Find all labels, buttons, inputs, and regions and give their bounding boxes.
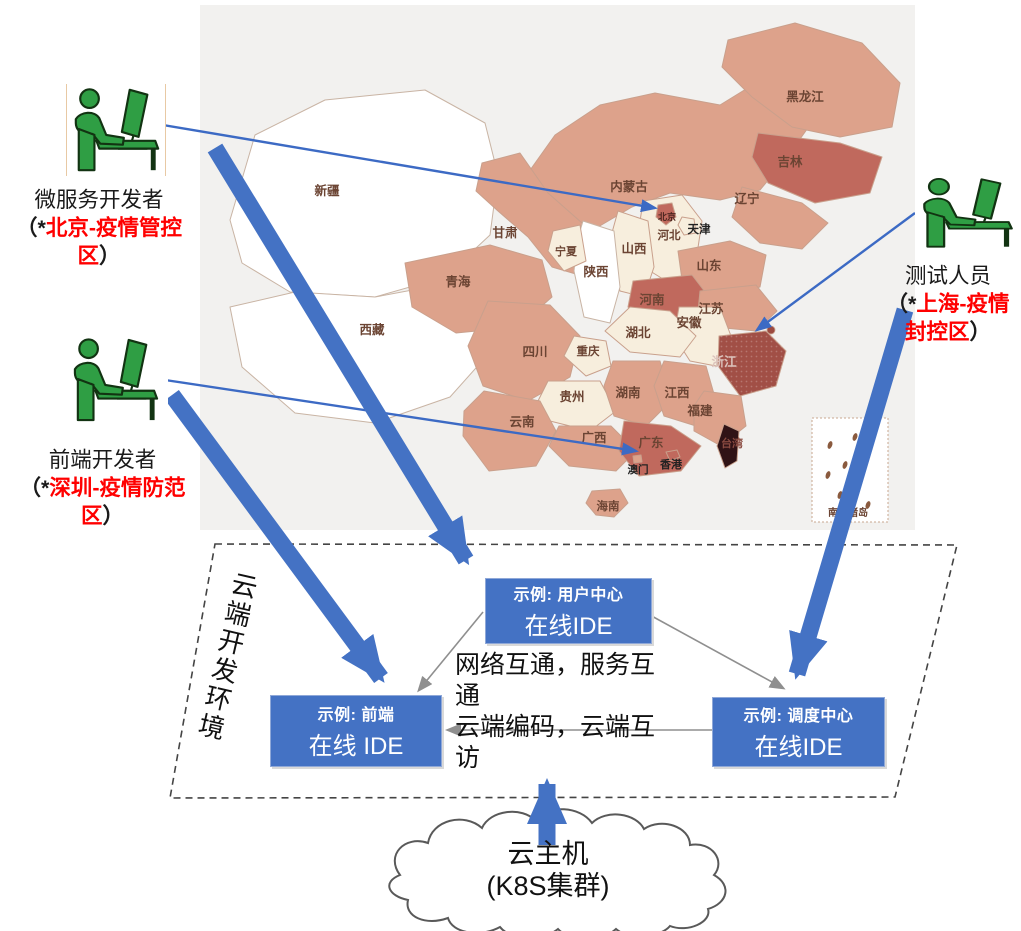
person-lower: [77, 127, 96, 172]
persona-location: 深圳-疫情防范区: [49, 476, 186, 528]
developer-at-computer-icon: [915, 176, 1019, 250]
province-label: 黑龙江: [786, 89, 824, 104]
shanghai-dot: [766, 325, 776, 335]
province-label: 辽宁: [734, 191, 759, 206]
province-shape: [604, 306, 697, 358]
monitor-screen: [972, 178, 1002, 220]
province-shape: [547, 224, 587, 272]
province-shape: [655, 202, 677, 226]
person-torso: [73, 361, 124, 396]
ide-box-subtitle: 在线 IDE: [308, 733, 404, 760]
ide-box-title: 示例: 用户中心: [513, 587, 624, 604]
south-china-sea-inset: [811, 417, 889, 523]
province-label: 西藏: [359, 322, 385, 337]
province-label: 湖南: [615, 385, 641, 400]
persona-role: 测试人员: [904, 264, 991, 288]
province-label: 山西: [621, 241, 646, 256]
persona-location: 上海-疫情封控区: [904, 292, 1010, 344]
person-head: [78, 338, 99, 360]
province-shape: [677, 216, 697, 236]
province-label: 山东: [696, 258, 722, 273]
person-torso: [74, 111, 125, 146]
province-label: 海南: [597, 499, 620, 513]
persona-location: 北京-疫情管控区: [45, 216, 183, 268]
persona-microservice-developer: 微服务开发者 （*北京-疫情管控区）: [15, 188, 183, 268]
province-label: 北京: [658, 211, 676, 222]
province-label: 广西: [581, 430, 606, 445]
province-label: 福建: [686, 403, 713, 418]
province-label: 广东: [638, 435, 664, 450]
monitor-screen: [119, 338, 148, 388]
province-label: 内蒙古: [610, 179, 648, 194]
province-shape: [665, 449, 681, 462]
province-shape-pattern: [718, 331, 786, 396]
province-label: 河北: [658, 228, 681, 242]
person-torso: [923, 197, 977, 227]
province-label: 浙江: [711, 354, 737, 369]
developer-at-computer-icon: [66, 84, 166, 176]
province-label: 青海: [445, 274, 471, 289]
cloud-env-label: 云端开发环境: [192, 568, 261, 745]
province-label: 吉林: [777, 154, 803, 169]
person-head: [927, 177, 950, 196]
interconnect-note: 网络互通，服务互通 云端编码，云端互访: [455, 651, 656, 772]
province-shape: [721, 22, 901, 138]
province-shape: [751, 132, 883, 204]
ide-box-title: 示例: 前端: [317, 707, 395, 724]
persona-role: 微服务开发者: [34, 188, 164, 212]
province-label: 台湾: [721, 436, 743, 450]
province-label: 贵州: [559, 389, 584, 404]
province-label: 新疆: [314, 183, 340, 198]
person-lower: [76, 377, 95, 422]
province-shape: [716, 423, 740, 469]
developer-at-computer-icon: [62, 336, 168, 424]
ide-box-dispatch-center: 示例: 调度中心 在线IDE: [712, 697, 885, 767]
province-label: 湖北: [625, 325, 651, 340]
inset-label: 南海诸岛: [828, 506, 868, 519]
monitor-screen: [120, 88, 149, 138]
cloud-host-label: 云主机 (K8S集群): [486, 839, 610, 901]
persona-tester: 测试人员 （*上海-疫情封控区）: [886, 264, 1010, 344]
province-label: 天津: [688, 222, 711, 236]
province-label: 江西: [664, 385, 689, 400]
ide-box-frontend: 示例: 前端 在线 IDE: [270, 695, 442, 767]
province-shape: [632, 454, 643, 464]
province-label: 重庆: [577, 344, 600, 358]
province-label: 陕西: [583, 264, 608, 279]
persona-role: 前端开发者: [48, 448, 157, 472]
province-shape: [585, 488, 629, 518]
person-lower: [926, 211, 946, 248]
province-shape: [563, 335, 612, 377]
province-label: 四川: [522, 345, 547, 359]
province-label: 云南: [509, 414, 535, 429]
province-label: 安徽: [676, 315, 702, 330]
province-label: 香港: [659, 457, 683, 471]
province-label: 甘肃: [492, 225, 518, 240]
ide-box-subtitle: 在线IDE: [524, 613, 613, 640]
persona-frontend-developer: 前端开发者 （*深圳-疫情防范区）: [19, 448, 186, 528]
province-label: 澳门: [628, 463, 649, 476]
ide-box-title: 示例: 调度中心: [743, 708, 854, 725]
province-label: 江苏: [698, 301, 724, 316]
ide-box-user-center: 示例: 用户中心 在线IDE: [485, 578, 652, 644]
person-head: [79, 88, 100, 110]
ide-box-subtitle: 在线IDE: [754, 734, 843, 761]
province-label: 宁夏: [555, 244, 578, 258]
province-label: 河南: [639, 292, 665, 307]
